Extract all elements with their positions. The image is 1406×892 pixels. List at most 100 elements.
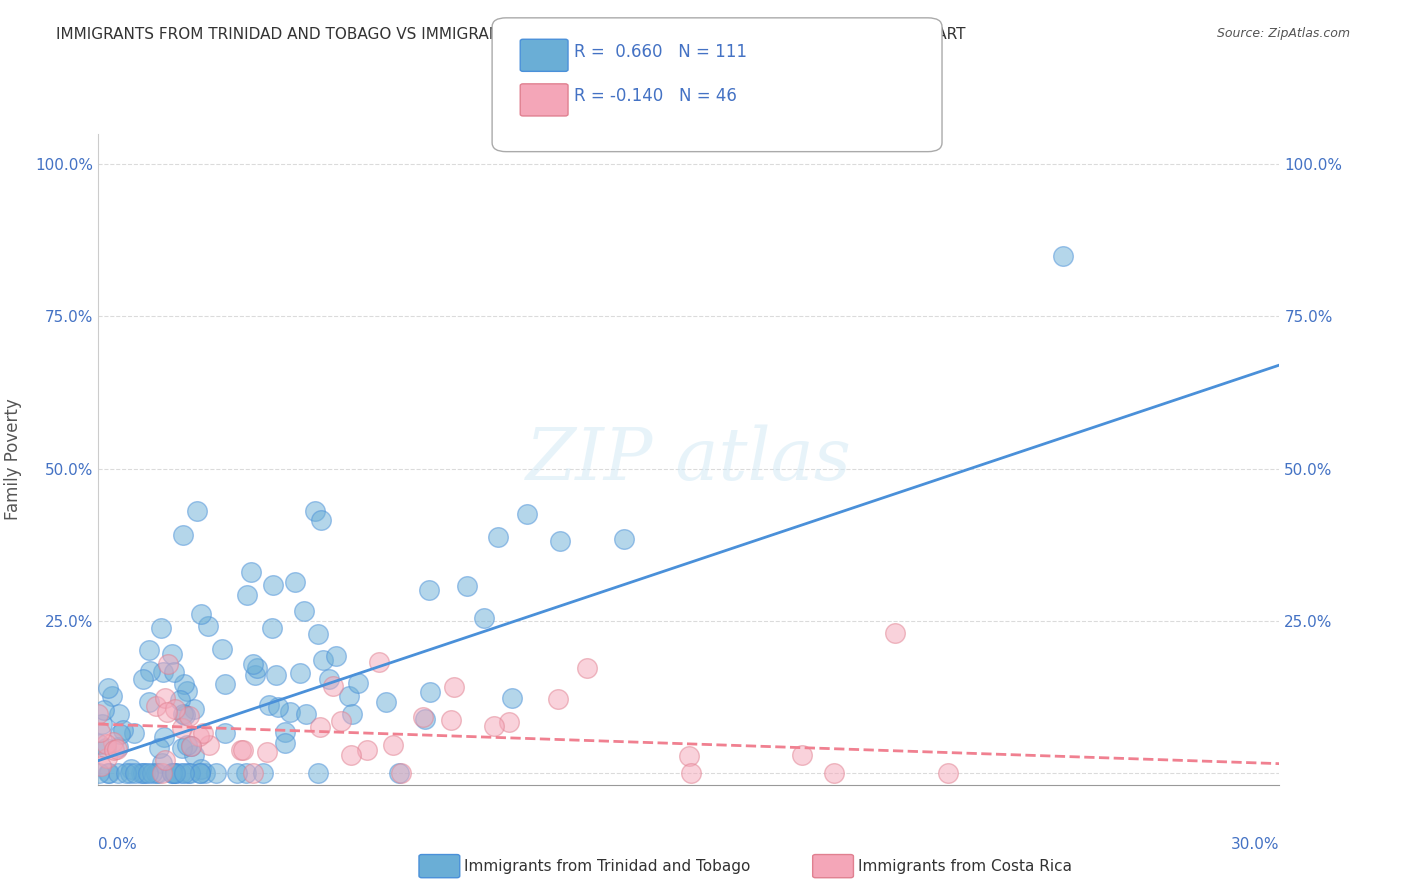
Point	[356, 743, 378, 757]
Point	[188, 729, 211, 743]
Point	[97, 765, 120, 780]
Point	[177, 765, 200, 780]
Point	[318, 673, 340, 687]
Point	[472, 611, 495, 625]
Point	[100, 690, 122, 704]
Point	[374, 695, 396, 709]
Point	[309, 513, 332, 527]
Point	[134, 765, 156, 780]
Point	[274, 736, 297, 750]
Point	[307, 765, 329, 780]
Point	[304, 504, 326, 518]
Point	[516, 507, 538, 521]
Point	[101, 735, 124, 749]
Point	[170, 765, 193, 780]
Point	[257, 698, 280, 712]
Point	[190, 762, 212, 776]
Point	[419, 685, 441, 699]
Text: 30.0%: 30.0%	[1232, 837, 1279, 852]
Point	[94, 738, 117, 752]
Point	[1052, 248, 1074, 262]
Point	[153, 753, 176, 767]
Text: Source: ZipAtlas.com: Source: ZipAtlas.com	[1216, 27, 1350, 40]
Point	[153, 730, 176, 744]
Point	[172, 528, 194, 542]
Point	[141, 765, 163, 780]
Point	[112, 723, 135, 737]
Point	[97, 681, 120, 695]
Point	[412, 710, 434, 724]
Point	[413, 712, 436, 726]
Point	[226, 765, 249, 780]
Point	[388, 765, 411, 780]
Point	[211, 642, 233, 657]
Point	[242, 765, 264, 780]
Point	[197, 738, 219, 752]
Point	[329, 714, 352, 729]
Point	[94, 741, 117, 756]
Point	[264, 668, 287, 682]
Point	[157, 657, 180, 672]
Point	[246, 661, 269, 675]
Point	[501, 691, 523, 706]
Point	[183, 702, 205, 716]
Point	[239, 565, 262, 579]
Point	[97, 765, 120, 780]
Point	[498, 714, 520, 729]
Point	[288, 666, 311, 681]
Point	[576, 661, 599, 675]
Point	[456, 579, 478, 593]
Point	[150, 622, 173, 636]
Point	[190, 607, 212, 622]
Point	[163, 765, 186, 780]
Point	[263, 578, 285, 592]
Point	[193, 725, 215, 739]
Point	[139, 665, 162, 679]
Point	[204, 765, 226, 780]
Point	[197, 619, 219, 633]
Point	[389, 765, 412, 780]
Point	[179, 765, 201, 780]
Point	[110, 727, 132, 741]
Point	[118, 765, 141, 780]
Point	[107, 765, 129, 780]
Point	[160, 647, 183, 661]
Text: IMMIGRANTS FROM TRINIDAD AND TOBAGO VS IMMIGRANTS FROM COSTA RICA FAMILY POVERTY: IMMIGRANTS FROM TRINIDAD AND TOBAGO VS I…	[56, 27, 966, 42]
Point	[312, 653, 335, 667]
Point	[214, 677, 236, 691]
Point	[292, 604, 315, 618]
Point	[243, 667, 266, 681]
Point	[179, 708, 201, 723]
Point	[174, 707, 197, 722]
Point	[107, 740, 129, 755]
Point	[262, 621, 284, 635]
Text: 0.0%: 0.0%	[98, 837, 138, 852]
Point	[176, 684, 198, 698]
Point	[547, 692, 569, 706]
Point	[232, 742, 254, 756]
Point	[194, 765, 217, 780]
Point	[124, 765, 146, 780]
Point	[273, 725, 295, 739]
Point	[678, 749, 700, 764]
Point	[148, 741, 170, 756]
Point	[170, 741, 193, 756]
Point	[252, 765, 274, 780]
Point	[131, 765, 153, 780]
Point	[214, 725, 236, 739]
Point	[190, 765, 212, 780]
Point	[325, 648, 347, 663]
Point	[121, 762, 143, 776]
Point	[443, 681, 465, 695]
Point	[256, 745, 278, 759]
Point	[150, 756, 173, 771]
Point	[96, 751, 118, 765]
Point	[90, 759, 112, 773]
Text: ZIP atlas: ZIP atlas	[526, 424, 852, 495]
Point	[132, 672, 155, 686]
Point	[103, 743, 125, 757]
Point	[173, 707, 195, 722]
Point	[173, 676, 195, 690]
Point	[105, 742, 128, 756]
Point	[132, 765, 155, 780]
